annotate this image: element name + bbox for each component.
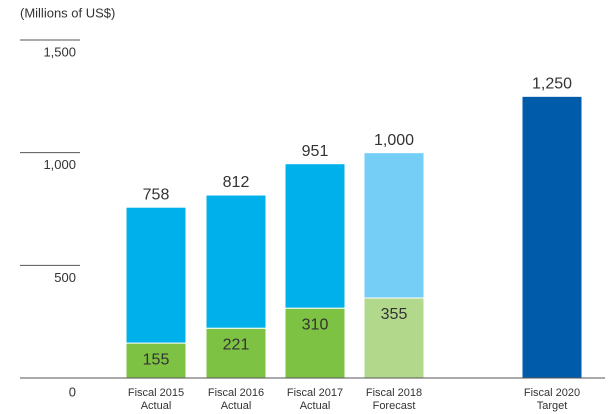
bar-segment — [363, 152, 425, 299]
y-tick-label: 1,000 — [43, 157, 76, 172]
x-tick-label: Fiscal 2017 — [287, 387, 343, 399]
bar-segment — [125, 342, 187, 379]
y-tick-label: 0 — [69, 384, 76, 399]
y-axis-label: (Millions of US$) — [20, 5, 115, 20]
total-label: 758 — [143, 186, 170, 203]
bar-segment — [521, 95, 583, 379]
x-tick-label: Fiscal 2018 — [366, 387, 422, 399]
x-tick-label: Fiscal 2016 — [208, 387, 264, 399]
segment-label: 221 — [223, 336, 250, 353]
total-label: 1,250 — [532, 76, 572, 93]
segment-label: 155 — [143, 351, 170, 368]
x-tick-label: Actual — [300, 400, 331, 412]
total-label: 812 — [223, 174, 250, 191]
y-tick-label: 1,500 — [43, 44, 76, 59]
x-tick-label: Fiscal 2015 — [128, 387, 184, 399]
x-tick-label: Actual — [141, 400, 172, 412]
bar-segment — [284, 163, 346, 309]
segment-label: 310 — [302, 316, 329, 333]
x-tick-label: Fiscal 2020 — [524, 387, 580, 399]
segment-label: 355 — [381, 306, 408, 323]
bar-segment — [205, 194, 267, 329]
total-label: 1,000 — [374, 132, 414, 149]
x-tick-label: Forecast — [373, 400, 416, 412]
total-label: 951 — [302, 143, 329, 160]
bar-segment — [125, 206, 187, 344]
x-tick-label: Target — [537, 400, 568, 412]
y-tick-label: 500 — [54, 270, 76, 285]
bar-segment — [284, 307, 346, 379]
x-tick-label: Actual — [221, 400, 252, 412]
